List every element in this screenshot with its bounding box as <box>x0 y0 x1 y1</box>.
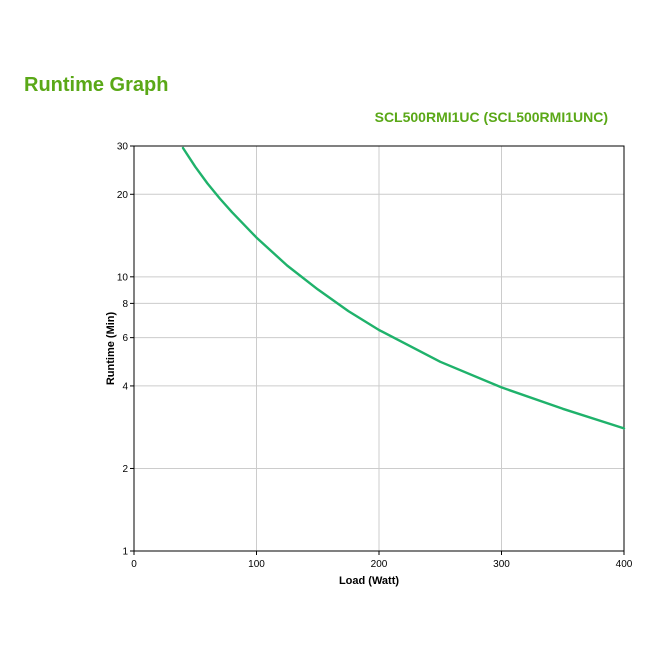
y-tick-label: 2 <box>122 464 128 475</box>
y-tick-label: 6 <box>122 333 128 344</box>
y-tick-label: 8 <box>122 299 128 310</box>
x-tick-label: 100 <box>248 559 265 570</box>
y-tick-label: 30 <box>117 142 129 153</box>
x-tick-label: 0 <box>131 559 137 570</box>
y-tick-label: 20 <box>117 190 129 201</box>
y-tick-label: 10 <box>117 272 129 283</box>
x-tick-label: 400 <box>616 559 633 570</box>
x-tick-label: 200 <box>371 559 388 570</box>
y-axis-title: Runtime (Min) <box>105 312 117 386</box>
y-tick-label: 4 <box>122 381 128 392</box>
runtime-curve <box>181 146 626 430</box>
x-axis-title: Load (Watt) <box>339 575 399 587</box>
page-title: Runtime Graph <box>24 74 169 96</box>
y-tick-label: 1 <box>122 547 128 558</box>
model-title: SCL500RMI1UC (SCL500RMI1UNC) <box>374 109 608 125</box>
x-tick-label: 300 <box>493 559 510 570</box>
